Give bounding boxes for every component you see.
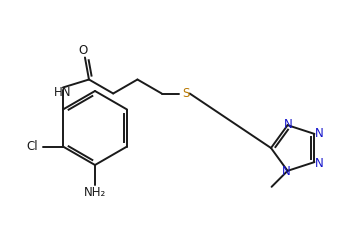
Text: S: S	[182, 87, 189, 100]
Text: Cl: Cl	[26, 140, 38, 153]
Text: N: N	[315, 128, 324, 140]
Text: NH₂: NH₂	[84, 186, 106, 199]
Text: N: N	[282, 165, 291, 178]
Text: HN: HN	[54, 86, 72, 99]
Text: N: N	[315, 157, 324, 170]
Text: N: N	[284, 118, 293, 131]
Text: O: O	[78, 44, 88, 57]
